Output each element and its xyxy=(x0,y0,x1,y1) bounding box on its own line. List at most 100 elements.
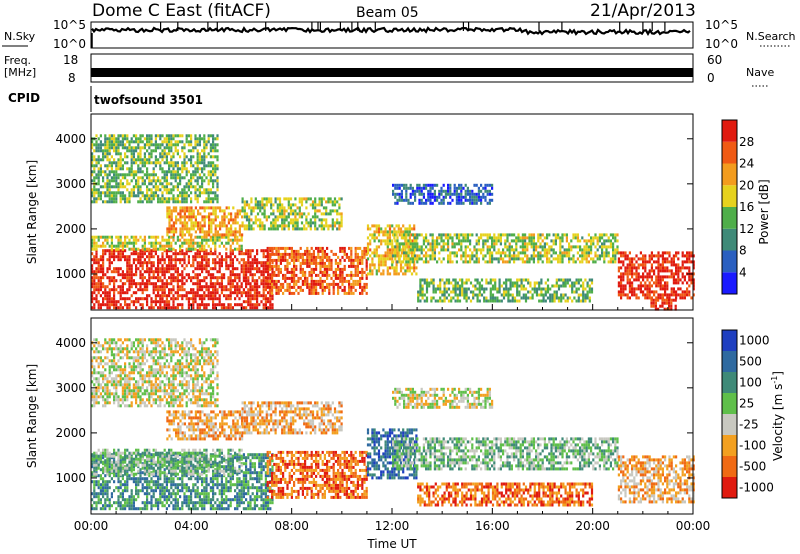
echo-cell xyxy=(657,254,660,258)
echo-cell xyxy=(128,279,131,283)
echo-cell xyxy=(297,279,300,283)
echo-cell xyxy=(168,167,171,171)
echo-cell xyxy=(506,236,509,240)
echo-cell xyxy=(420,251,423,255)
echo-cell xyxy=(137,158,140,162)
echo-cell xyxy=(350,246,353,250)
echo-cell xyxy=(404,248,407,252)
echo-cell xyxy=(97,291,100,295)
echo-cell xyxy=(418,198,421,202)
echo-cell xyxy=(209,176,212,180)
echo-cell xyxy=(386,254,389,258)
echo-cell xyxy=(119,288,122,292)
echo-cell xyxy=(187,273,190,277)
echo-cell xyxy=(348,285,351,289)
echo-cell xyxy=(209,285,212,289)
echo-cell xyxy=(354,282,357,286)
echo-cell xyxy=(190,279,193,283)
echo-cell xyxy=(369,263,372,267)
echo-cell xyxy=(458,233,461,237)
echo-cell xyxy=(159,244,162,248)
echo-cell xyxy=(187,244,190,248)
echo-cell xyxy=(99,282,102,286)
echo-cell xyxy=(174,200,177,204)
echo-cell xyxy=(407,239,410,243)
echo-cell xyxy=(216,194,219,198)
echo-cell xyxy=(172,143,175,147)
echo-cell xyxy=(223,224,226,228)
echo-cell xyxy=(408,263,411,267)
echo-cell xyxy=(110,288,113,292)
echo-cell xyxy=(338,227,341,231)
echo-cell xyxy=(148,282,151,286)
echo-cell xyxy=(319,267,322,271)
echo-cell xyxy=(462,236,465,240)
echo-cell xyxy=(365,261,368,265)
echo-cell xyxy=(192,297,195,301)
echo-cell xyxy=(170,134,173,138)
echo-cell xyxy=(661,254,664,258)
echo-cell xyxy=(524,260,527,264)
echo-cell xyxy=(163,137,166,141)
echo-cell xyxy=(380,242,383,246)
echo-cell xyxy=(402,260,405,264)
echo-cell xyxy=(234,276,237,280)
echo-cell xyxy=(93,179,96,183)
echo-cell xyxy=(137,137,140,141)
echo-cell xyxy=(177,212,180,216)
echo-cell xyxy=(157,235,160,239)
echo-cell xyxy=(293,270,296,274)
echo-cell xyxy=(205,197,208,201)
echo-cell xyxy=(150,194,153,198)
echo-cell xyxy=(644,296,647,300)
echo-cell xyxy=(216,303,219,307)
echo-cell xyxy=(422,183,425,187)
echo-cell xyxy=(117,273,120,277)
echo-cell xyxy=(277,291,280,295)
echo-cell xyxy=(504,251,507,255)
echo-cell xyxy=(93,276,96,280)
echo-cell xyxy=(315,258,318,262)
echo-cell xyxy=(199,230,202,234)
echo-cell xyxy=(248,221,251,225)
echo-cell xyxy=(163,149,166,153)
echo-cell xyxy=(157,197,160,201)
echo-cell xyxy=(166,227,169,231)
echo-cell xyxy=(124,244,127,248)
echo-cell xyxy=(465,293,468,297)
echo-cell xyxy=(135,291,138,295)
echo-cell xyxy=(97,176,100,180)
echo-cell xyxy=(168,215,171,219)
echo-cell xyxy=(300,227,304,231)
echo-cell xyxy=(150,306,153,310)
echo-cell xyxy=(653,254,656,258)
echo-cell xyxy=(216,206,219,210)
echo-cell xyxy=(392,192,395,196)
echo-cell xyxy=(154,155,157,159)
echo-cell xyxy=(132,238,135,242)
echo-cell xyxy=(194,252,197,256)
echo-cell xyxy=(653,293,656,297)
echo-cell xyxy=(205,303,208,307)
echo-cell xyxy=(172,224,175,228)
echo-cell xyxy=(664,269,667,273)
echo-cell xyxy=(598,239,601,243)
echo-cell xyxy=(121,164,124,168)
echo-cell xyxy=(439,299,442,303)
echo-cell xyxy=(198,255,201,259)
echo-cell xyxy=(126,267,129,271)
echo-cell xyxy=(150,140,153,144)
echo-cell xyxy=(207,270,210,274)
echo-cell xyxy=(227,288,230,292)
echo-cell xyxy=(382,233,385,237)
echo-cell xyxy=(148,173,151,177)
echo-cell xyxy=(258,261,261,265)
echo-cell xyxy=(653,272,656,276)
echo-cell xyxy=(183,261,186,265)
echo-cell xyxy=(466,198,469,202)
echo-cell xyxy=(464,245,467,249)
echo-cell xyxy=(212,185,215,189)
echo-cell xyxy=(356,261,359,265)
echo-cell xyxy=(245,270,248,274)
echo-cell xyxy=(275,246,278,250)
